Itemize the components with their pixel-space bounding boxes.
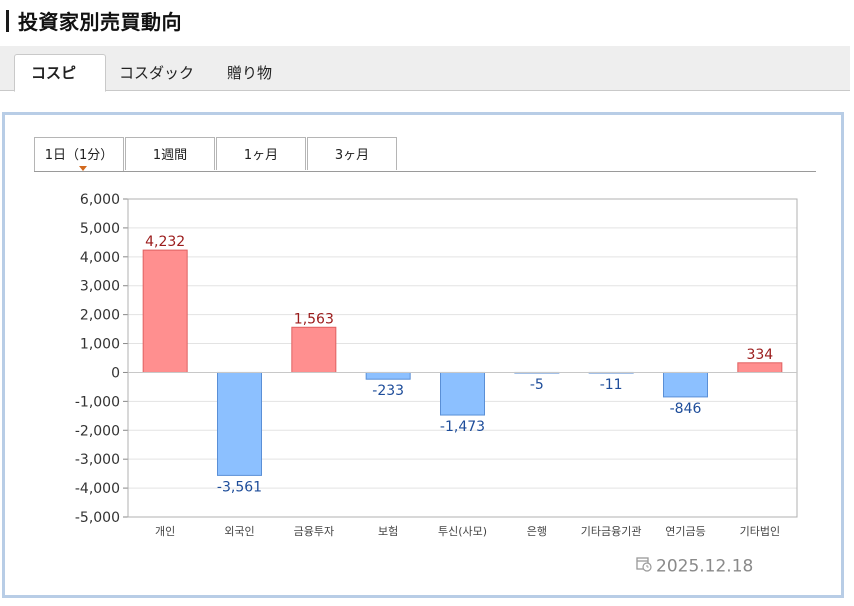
y-tick-label: 1,000 xyxy=(80,337,120,353)
x-tick-label: 외국인 xyxy=(224,525,254,538)
date-text: 2025.12.18 xyxy=(656,556,754,577)
data-label: 334 xyxy=(746,347,773,363)
bar xyxy=(440,371,485,416)
data-label: 1,563 xyxy=(294,311,334,327)
y-tick-label: -4,000 xyxy=(75,481,120,497)
x-tick-label: 투신(사모) xyxy=(438,525,487,538)
calendar-clock-icon xyxy=(636,556,652,577)
period-tab-1month[interactable]: 1ヶ月 xyxy=(216,137,306,170)
period-tabs: 1日（1分） 1週間 1ヶ月 3ヶ月 xyxy=(34,137,816,172)
date-stamp: 2025.12.18 xyxy=(636,556,753,577)
plot-frame xyxy=(127,198,798,518)
data-label: -11 xyxy=(600,377,623,393)
bar xyxy=(737,362,783,373)
x-tick-label: 기타금융기관 xyxy=(581,525,642,538)
y-tick-label: 6,000 xyxy=(80,192,120,208)
tab-gifts[interactable]: 贈り物 xyxy=(227,64,273,82)
y-tick-label: -2,000 xyxy=(75,423,120,439)
y-tick-label: 2,000 xyxy=(80,308,120,324)
title-accent-bar xyxy=(6,10,9,32)
x-tick-label: 보험 xyxy=(378,525,398,538)
data-label: -1,473 xyxy=(440,419,485,435)
data-label: 4,232 xyxy=(145,234,185,250)
data-label: -3,561 xyxy=(217,479,262,495)
bar xyxy=(142,249,188,373)
period-tab-3month[interactable]: 3ヶ月 xyxy=(307,137,397,170)
y-tick-label: -5,000 xyxy=(75,510,120,526)
y-tick-label: -3,000 xyxy=(75,452,120,468)
x-tick-label: 기타법인 xyxy=(740,525,780,538)
bar xyxy=(217,371,262,476)
period-tab-1week[interactable]: 1週間 xyxy=(125,137,215,170)
data-label: -233 xyxy=(372,383,404,399)
x-tick-label: 은행 xyxy=(527,525,547,538)
active-tab-caret-icon xyxy=(79,166,87,171)
y-tick-label: 0 xyxy=(111,365,120,381)
y-tick-label: 4,000 xyxy=(80,250,120,266)
page-title: 投資家別売買動向 xyxy=(18,10,182,34)
period-tab-1day[interactable]: 1日（1分） xyxy=(34,137,124,171)
data-label: -846 xyxy=(670,401,702,417)
x-tick-label: 개인 xyxy=(155,525,175,538)
x-tick-label: 연기금등 xyxy=(665,525,705,538)
data-label: -5 xyxy=(530,377,544,393)
bar xyxy=(663,371,708,398)
market-tabs: コスピ コスダック 贈り物 xyxy=(0,46,850,92)
y-tick-label: -1,000 xyxy=(75,394,120,410)
bar xyxy=(365,371,411,380)
tab-kosdaq[interactable]: コスダック xyxy=(119,64,195,82)
tab-kospi[interactable]: コスピ xyxy=(14,54,106,92)
x-tick-label: 금융투자 xyxy=(294,525,334,538)
y-tick-label: 3,000 xyxy=(80,279,120,295)
y-tick-label: 5,000 xyxy=(80,221,120,237)
bar xyxy=(291,326,337,373)
